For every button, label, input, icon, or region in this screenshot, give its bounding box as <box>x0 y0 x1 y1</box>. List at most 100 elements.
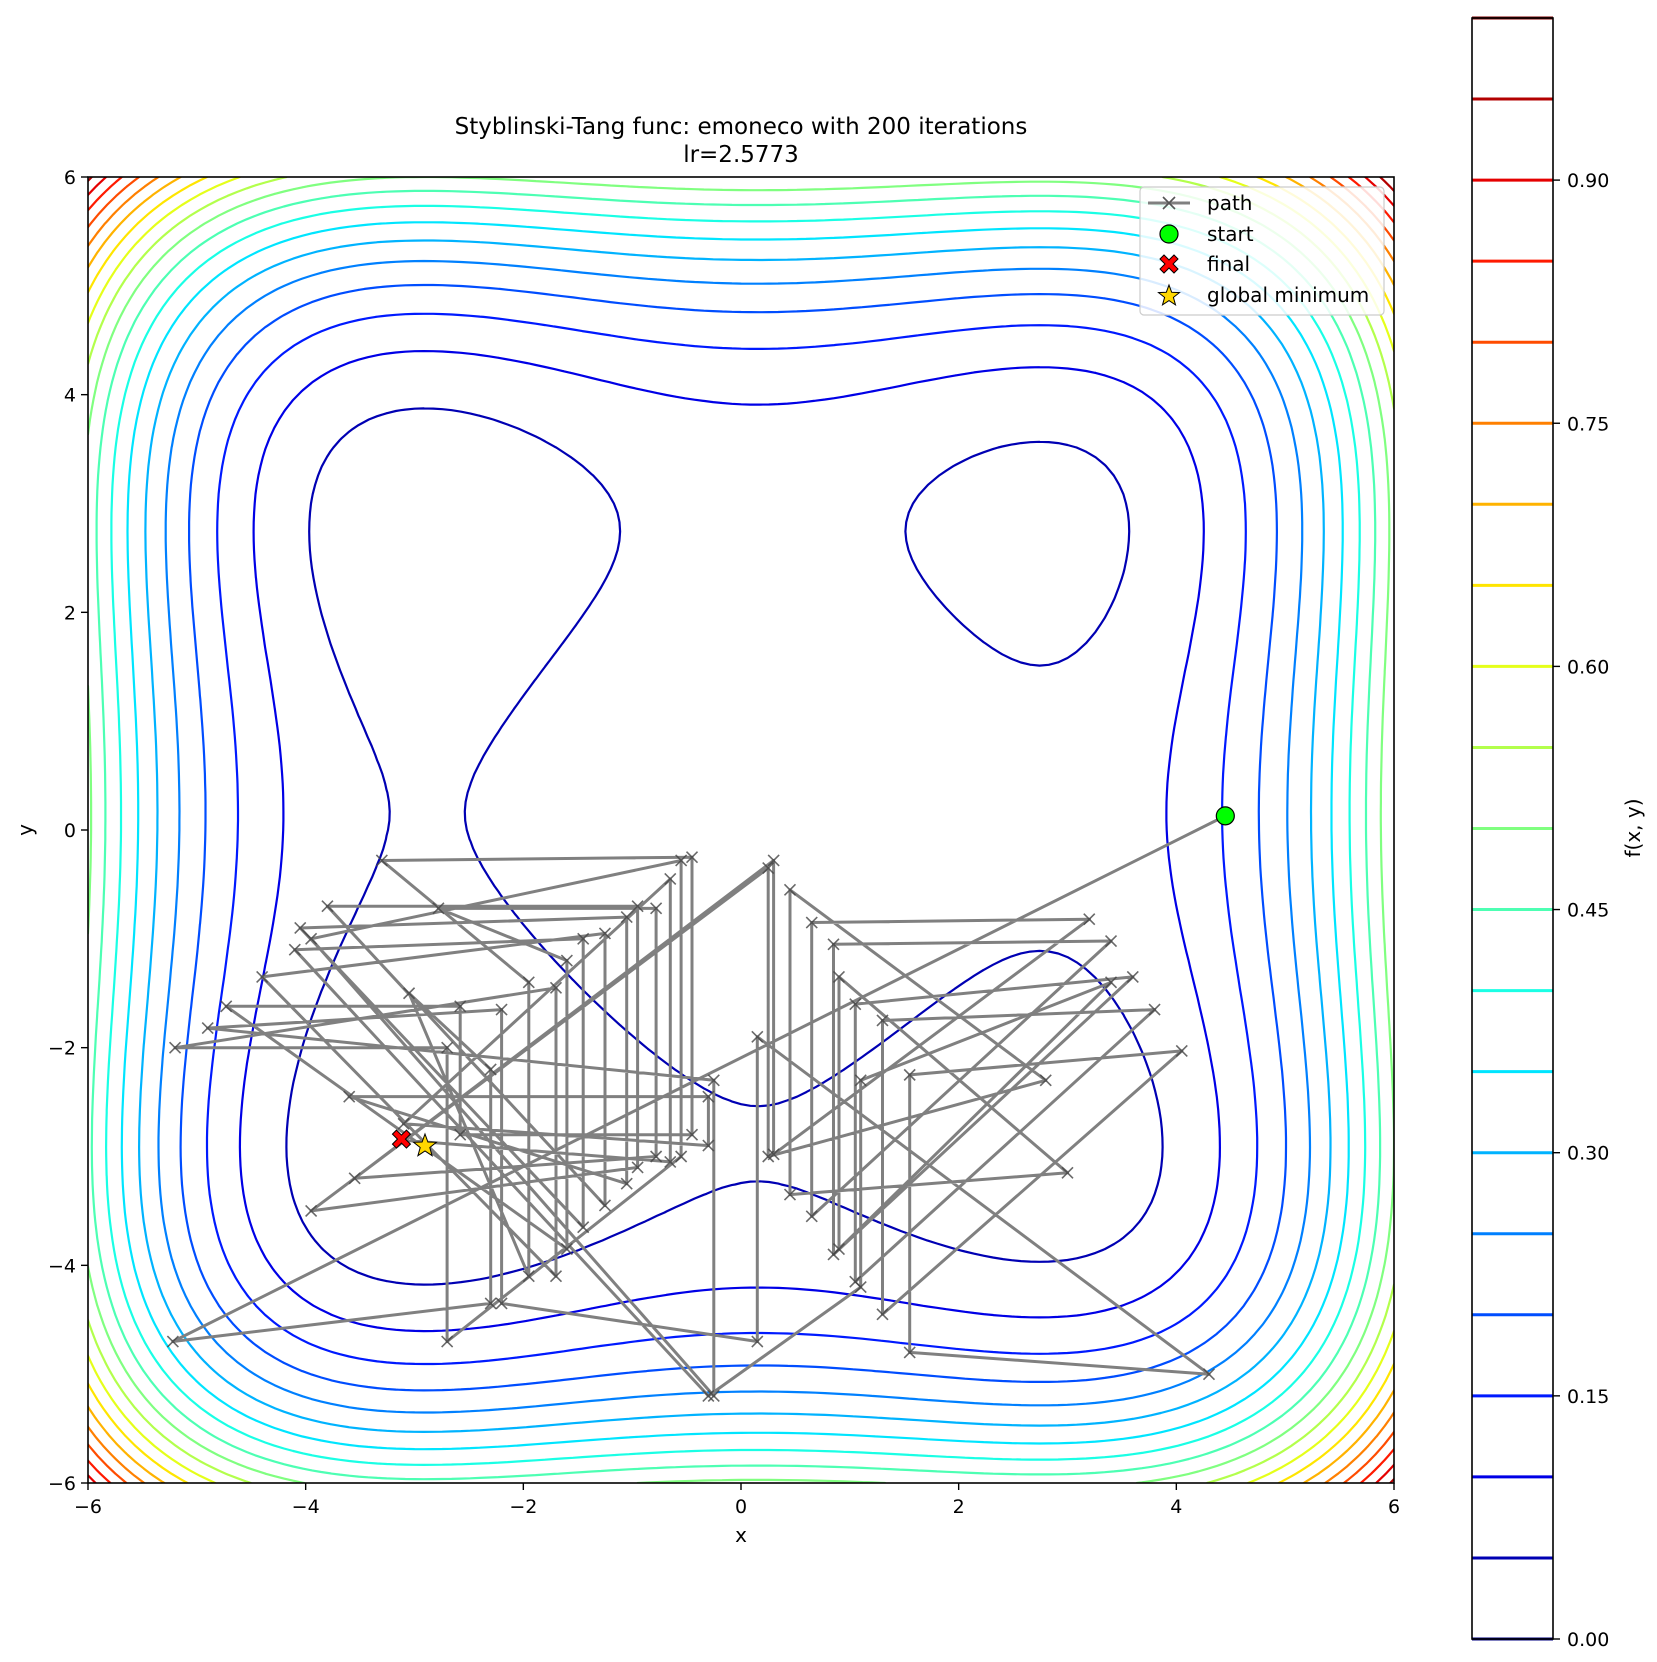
path-point-4 <box>402 987 416 1000</box>
path-point-12 <box>220 1000 233 1013</box>
x-tick-label-6: 6 <box>1388 1496 1400 1518</box>
path-point-75 <box>620 911 633 924</box>
path-point-70 <box>702 1389 715 1402</box>
legend-item-start: start <box>1159 222 1254 246</box>
path-point-61 <box>1039 1074 1052 1087</box>
path-point-36 <box>1202 1368 1216 1381</box>
colorbar-tick-label-3: 0.45 <box>1567 900 1609 922</box>
path-point-13 <box>560 1242 573 1256</box>
path-point-34 <box>903 1068 916 1081</box>
path-point-31 <box>876 1014 889 1027</box>
path-point-33 <box>1175 1044 1188 1057</box>
legend-start-marker <box>1159 224 1179 244</box>
colorbar-tick-label-1: 0.15 <box>1567 1386 1609 1408</box>
y-tick-label-1: −4 <box>48 1255 76 1277</box>
path-point-35 <box>903 1346 916 1359</box>
path-point-57 <box>631 1161 644 1174</box>
y-tick-label-0: −6 <box>48 1473 76 1495</box>
colorbar-tick-label-0: 0.00 <box>1567 1629 1609 1651</box>
legend-label-final: final <box>1207 252 1250 276</box>
x-axis-label: x <box>735 1523 747 1547</box>
contour-level-0.20 <box>179 283 1288 1392</box>
colorbar-tick-label-5: 0.75 <box>1567 413 1609 435</box>
colorbar: 0.00 0.15 0.30 0.45 0.60 0.75 0.90 f(x, y) <box>1471 16 1645 1651</box>
path-point-15 <box>432 902 445 915</box>
path-point-68 <box>854 1074 867 1087</box>
path-point-53 <box>598 927 612 940</box>
x-tick-label-0: −6 <box>74 1496 102 1518</box>
path-point-28 <box>849 998 862 1011</box>
path-point-69 <box>854 1281 867 1294</box>
point-markers <box>391 806 1235 1157</box>
path-point-44 <box>305 932 318 945</box>
path-point-50 <box>549 981 563 994</box>
path-point-63 <box>783 1188 797 1201</box>
final-marker <box>391 1129 412 1149</box>
y-axis-label: y <box>13 824 37 836</box>
path-point-42 <box>707 1074 720 1087</box>
legend-label-start: start <box>1207 222 1254 246</box>
path-point-8 <box>685 851 699 864</box>
path-point-43 <box>707 1389 720 1402</box>
path-point-32 <box>876 1308 889 1321</box>
path-point-55 <box>321 900 334 913</box>
colorbar-levels <box>1472 16 1553 1641</box>
path-point-25 <box>827 938 840 951</box>
path-point-41 <box>201 1022 214 1035</box>
path-point-60 <box>762 1150 775 1163</box>
path-point-82 <box>664 1155 677 1169</box>
path-point-64 <box>1061 1166 1074 1179</box>
legend-path-marker <box>1162 196 1176 210</box>
x-tick-label-3: 0 <box>735 1496 747 1518</box>
path-point-59 <box>762 862 775 875</box>
path-point-21 <box>1083 913 1096 926</box>
path-point-3 <box>484 1063 497 1076</box>
y-tick-label-4: 2 <box>64 602 76 624</box>
legend-item-path: path <box>1148 191 1252 215</box>
legend-item-final: final <box>1159 252 1250 276</box>
colorbar-label: f(x, y) <box>1621 798 1645 857</box>
path-point-49 <box>169 1041 182 1054</box>
path-point-74 <box>294 921 307 935</box>
path-point-80 <box>397 1117 410 1130</box>
path-point-9 <box>685 1128 699 1141</box>
path-point-76 <box>620 1177 633 1190</box>
legend-label-global-minimum: global minimum <box>1207 283 1369 307</box>
plot-area <box>87 176 1395 1484</box>
path-point-2 <box>484 1297 497 1310</box>
path-point-54 <box>598 1199 612 1212</box>
colorbar-ticks: 0.00 0.15 0.30 0.45 0.60 0.75 0.90 <box>1553 170 1609 1651</box>
legend-final-marker <box>1159 254 1179 274</box>
path-point-56 <box>631 900 644 913</box>
path-point-52 <box>256 970 269 983</box>
legend-label-path: path <box>1207 191 1252 215</box>
path-point-45 <box>675 854 688 867</box>
path-point-40 <box>495 1003 508 1016</box>
path-point-46 <box>675 1150 688 1163</box>
x-tick-label-5: 4 <box>1170 1496 1182 1518</box>
y-tick-label-6: 6 <box>64 167 76 189</box>
legend-item-global-minimum: global minimum <box>1157 283 1369 307</box>
path-point-10 <box>454 1128 467 1141</box>
colorbar-tick-label-4: 0.60 <box>1567 656 1609 678</box>
y-axis: −6 −4 −2 0 2 4 6 <box>48 167 88 1495</box>
path-line <box>171 814 1226 1398</box>
path-point-51 <box>549 1270 563 1283</box>
path-point-6 <box>522 976 535 989</box>
path-point-78 <box>702 1090 715 1103</box>
path-point-58 <box>305 1204 318 1217</box>
path-point-16 <box>650 902 663 915</box>
path-point-77 <box>343 1090 356 1103</box>
y-tick-label-2: −2 <box>48 1038 76 1060</box>
path-point-18 <box>348 1172 361 1185</box>
path-point-37 <box>751 1030 764 1043</box>
path-point-38 <box>751 1335 764 1348</box>
x-axis: −6 −4 −2 0 2 4 6 <box>74 1483 1400 1518</box>
contour-level-0.35 <box>120 221 1350 1451</box>
optimizer-path <box>166 809 1232 1402</box>
chart-title: Styblinski-Tang func: emoneco with 200 i… <box>455 114 1028 140</box>
global-minimum-marker <box>412 1132 438 1157</box>
legend-star-marker <box>1157 283 1181 307</box>
colorbar-tick-label-6: 0.90 <box>1567 170 1609 192</box>
